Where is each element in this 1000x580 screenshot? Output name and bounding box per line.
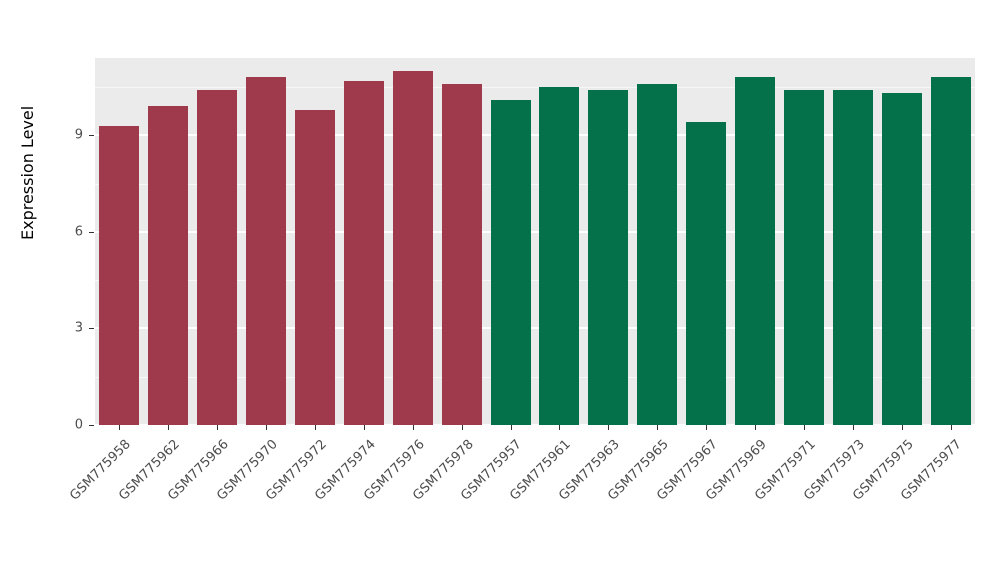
bar-GSM775973 [832,90,873,425]
x-tick-mark [119,425,121,430]
y-tick-label: 9 [74,127,83,143]
y-axis-title: Expression Level [18,105,37,240]
plot-panel [95,58,975,426]
x-tick-mark [168,425,170,430]
bar-GSM775957 [490,99,531,425]
x-tick-mark [461,425,463,430]
bar-GSM775967 [686,122,727,425]
gridline-major [95,230,975,233]
bar-GSM775963 [588,90,629,425]
y-tick-mark [89,231,94,233]
y-tick-mark [89,328,94,330]
bar-GSM775976 [392,70,433,425]
x-tick-mark [706,425,708,430]
bar-GSM775977 [930,77,971,425]
bar-GSM775961 [539,86,580,425]
y-tick-mark [89,425,94,426]
x-tick-mark [266,425,268,430]
bar-GSM775978 [441,83,482,425]
x-tick-mark [412,425,414,430]
gridline-minor [95,183,975,185]
bar-GSM775971 [783,90,824,425]
x-tick-mark [559,425,561,430]
gridline-minor [95,280,975,282]
x-tick-mark [315,425,316,430]
bar-GSM775966 [197,90,238,425]
x-tick-mark [950,425,952,430]
gridline-major [95,424,975,426]
bar-GSM775962 [148,106,189,425]
bar-GSM775965 [637,83,678,425]
x-tick-mark [852,425,854,430]
y-tick-label: 3 [74,320,83,336]
bar-GSM775970 [246,77,287,425]
x-tick-mark [510,425,512,430]
gridline-major [95,327,975,330]
bar-GSM775969 [734,77,776,425]
gridline-minor [95,86,975,88]
x-tick-mark [608,425,610,430]
y-tick-mark [89,135,94,137]
x-tick-mark [217,425,219,430]
bar-GSM775974 [343,80,384,425]
bar-GSM775972 [294,109,336,425]
x-tick-mark [657,425,659,430]
y-tick-label: 6 [74,224,83,240]
x-tick-mark [363,425,365,430]
y-tick-label: 0 [74,417,83,433]
x-tick-mark [803,425,805,430]
bar-GSM775958 [99,125,140,425]
gridline-minor [95,376,975,378]
x-tick-mark [755,425,756,430]
x-tick-mark [901,425,903,430]
bar-GSM775975 [881,93,922,425]
gridline-major [95,134,975,137]
